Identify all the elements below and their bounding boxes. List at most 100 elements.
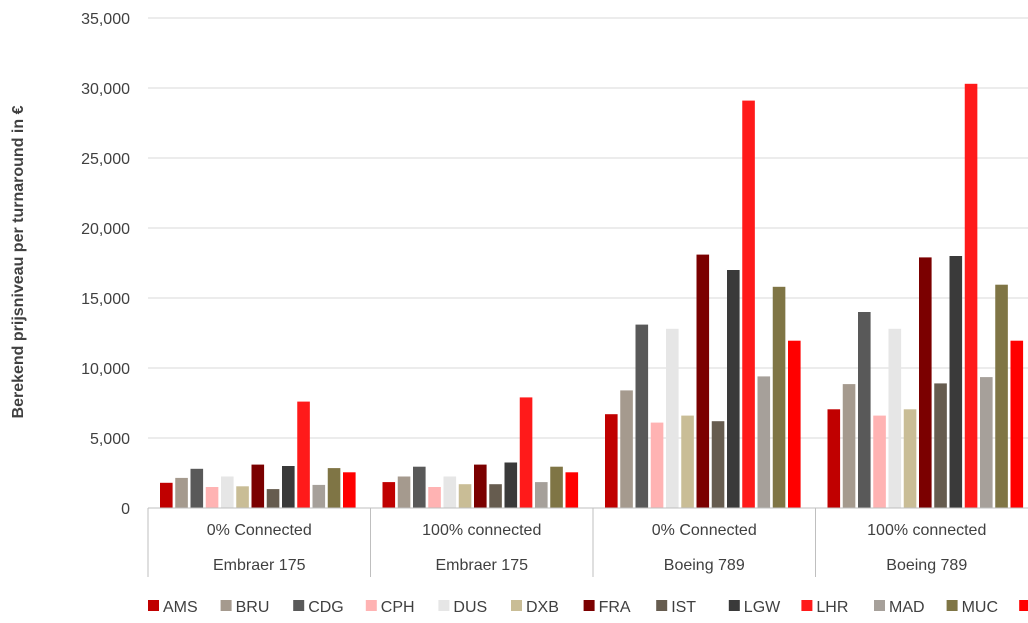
bar-zrh-0 (343, 472, 356, 508)
bar-lhr-2 (742, 100, 755, 508)
bar-lgw-0 (282, 466, 295, 508)
legend-swatch-fra (583, 600, 595, 611)
bar-lhr-0 (297, 401, 310, 508)
bar-dus-1 (443, 476, 457, 508)
legend-label-ams: AMS (163, 599, 198, 616)
bar-fra-2 (696, 254, 710, 508)
bar-zrh-1 (565, 472, 579, 508)
bar-cdg-2 (635, 324, 649, 508)
bar-zrh-2 (788, 340, 801, 508)
bar-ams-3 (827, 409, 841, 508)
category-aircraft-label: Embraer 175 (436, 557, 529, 574)
legend-label-lhr: LHR (816, 599, 848, 616)
gridlines (148, 17, 1028, 509)
y-tick-label: 35,000 (81, 11, 130, 28)
bar-mad-0 (312, 484, 326, 508)
bar-dus-3 (888, 328, 902, 508)
y-axis-title: Berekend prijsniveau per turnaround in € (10, 105, 27, 418)
y-tick-label: 20,000 (81, 221, 130, 238)
bar-cdg-1 (413, 466, 426, 508)
legend-swatch-mad (874, 600, 885, 611)
bar-lhr-1 (519, 397, 533, 508)
bar-muc-1 (550, 466, 563, 508)
bar-ams-0 (160, 482, 173, 508)
y-tick-label: 15,000 (81, 291, 130, 308)
legend-swatch-dus (438, 600, 450, 611)
legend-swatch-zrh (1019, 600, 1028, 611)
bar-ist-1 (489, 484, 502, 508)
category-scenario-label: 100% connected (867, 522, 986, 539)
y-tick-label: 0 (121, 501, 130, 518)
bar-mad-3 (980, 377, 993, 508)
legend-label-ist: IST (671, 599, 696, 616)
y-tick-labels: 0 5,000 10,000 15,000 20,000 25,000 30,000 35,0… (81, 11, 130, 518)
legend-swatch-cph (365, 600, 377, 611)
category-scenario-label: 100% connected (422, 522, 541, 539)
legend-label-cdg: CDG (308, 599, 344, 616)
category-aircraft-label: Boeing 789 (886, 557, 967, 574)
bar-lgw-2 (727, 270, 740, 508)
bar-ist-2 (711, 421, 725, 508)
legend-swatch-cdg (293, 600, 305, 611)
legend-swatch-bru (220, 600, 232, 611)
category-aircraft-label: Embraer 175 (213, 557, 306, 574)
bar-cph-3 (873, 415, 886, 508)
bar-dxb-2 (681, 415, 694, 508)
bar-fra-0 (251, 464, 265, 508)
bar-muc-2 (772, 286, 786, 508)
legend-swatch-muc (946, 600, 958, 611)
legend-label-mad: MAD (889, 599, 925, 616)
bar-lgw-3 (949, 256, 963, 508)
bar-dus-0 (221, 476, 234, 508)
bar-dxb-3 (903, 409, 917, 508)
bar-ams-1 (382, 482, 396, 508)
bar-bru-0 (175, 477, 188, 508)
bar-cdg-3 (858, 312, 871, 508)
bar-cph-0 (205, 487, 219, 508)
legend-label-lgw: LGW (744, 599, 781, 616)
category-aircraft-label: Boeing 789 (664, 557, 745, 574)
bar-bru-1 (397, 476, 411, 508)
bar-fra-1 (474, 464, 487, 508)
legend-swatch-dxb (511, 600, 522, 611)
y-tick-label: 25,000 (81, 151, 130, 168)
legend-label-fra: FRA (599, 599, 631, 616)
bar-mad-1 (535, 482, 548, 508)
y-tick-label: 5,000 (90, 431, 130, 448)
x-axis: 0% Connected Embraer 175 100% connected Emb… (147, 507, 1028, 577)
bar-muc-0 (327, 468, 341, 508)
bar-lgw-1 (504, 462, 518, 508)
legend-label-bru: BRU (236, 599, 270, 616)
legend-swatch-lhr (801, 600, 813, 611)
bar-dxb-1 (458, 484, 472, 508)
y-tick-label: 30,000 (81, 81, 130, 98)
bar-ist-0 (266, 489, 280, 508)
legend-swatch-lgw (728, 600, 740, 611)
bar-dxb-0 (236, 486, 249, 508)
bars (160, 83, 1024, 509)
legend-label-cph: CPH (381, 599, 415, 616)
bar-bru-3 (842, 384, 856, 508)
bar-muc-3 (995, 284, 1008, 508)
bar-ams-2 (605, 414, 618, 508)
legend-label-muc: MUC (962, 599, 998, 616)
bar-cph-2 (650, 422, 664, 508)
legend-label-dxb: DXB (526, 599, 559, 616)
legend: AMSBRUCDGCPHDUSDXBFRAISTLGWLHRMADMUCZRH (148, 599, 1028, 616)
category-scenario-label: 0% Connected (207, 522, 312, 539)
bar-fra-3 (919, 257, 932, 508)
y-tick-label: 10,000 (81, 361, 130, 378)
legend-label-dus: DUS (453, 599, 487, 616)
bar-dus-2 (666, 328, 679, 508)
bar-lhr-3 (964, 83, 978, 509)
bar-cph-1 (428, 487, 441, 508)
bar-cdg-0 (190, 468, 204, 508)
bar-zrh-3 (1010, 340, 1024, 508)
category-scenario-label: 0% Connected (652, 522, 757, 539)
legend-swatch-ist (656, 600, 668, 611)
bar-ist-3 (934, 383, 947, 508)
bar-mad-2 (757, 376, 771, 508)
legend-swatch-ams (148, 600, 159, 611)
bar-bru-2 (620, 390, 633, 508)
